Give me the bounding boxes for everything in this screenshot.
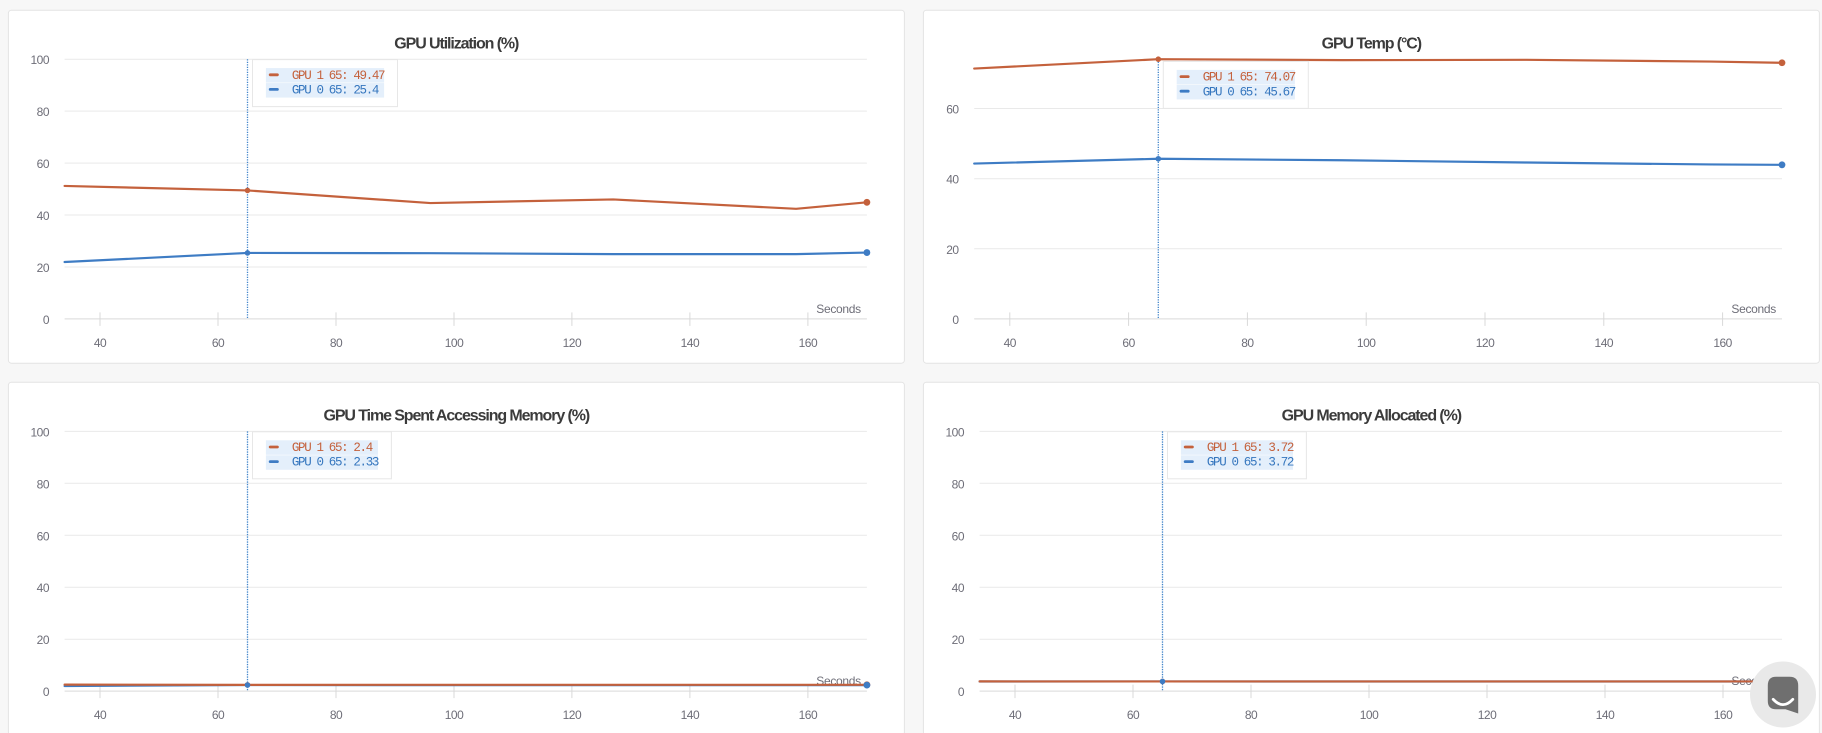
svg-text:Seconds: Seconds [816,302,861,316]
svg-text:100: 100 [1357,336,1376,350]
svg-text:80: 80 [37,105,50,119]
svg-text:GPU Temp (°C): GPU Temp (°C) [1322,35,1422,52]
svg-text:80: 80 [37,477,50,491]
svg-text:100: 100 [945,425,964,439]
svg-text:40: 40 [952,581,965,595]
svg-text:60: 60 [946,103,959,117]
svg-text:160: 160 [1714,708,1733,722]
svg-text:20: 20 [952,633,965,647]
svg-text:80: 80 [1245,708,1258,722]
svg-text:GPU 0 65: 2.33: GPU 0 65: 2.33 [292,456,379,470]
svg-text:60: 60 [37,529,50,543]
svg-text:40: 40 [1009,708,1022,722]
svg-text:100: 100 [445,336,464,350]
svg-text:80: 80 [330,336,343,350]
svg-text:80: 80 [952,477,965,491]
svg-text:GPU 1 65: 3.72: GPU 1 65: 3.72 [1207,441,1294,455]
svg-text:100: 100 [1360,708,1379,722]
svg-text:40: 40 [946,173,959,187]
svg-text:20: 20 [37,633,50,647]
svg-text:140: 140 [1595,336,1614,350]
svg-text:60: 60 [37,157,50,171]
svg-text:100: 100 [445,708,464,722]
svg-text:40: 40 [37,581,50,595]
svg-text:100: 100 [30,425,49,439]
svg-text:0: 0 [952,313,959,327]
svg-text:160: 160 [1713,336,1732,350]
svg-text:GPU 0 65: 3.72: GPU 0 65: 3.72 [1207,456,1294,470]
svg-text:160: 160 [799,336,818,350]
svg-text:140: 140 [681,708,700,722]
svg-text:GPU 1 65: 2.4: GPU 1 65: 2.4 [292,441,373,455]
svg-text:60: 60 [952,529,965,543]
svg-text:40: 40 [94,336,107,350]
svg-text:20: 20 [37,261,50,275]
svg-text:80: 80 [330,708,343,722]
svg-text:60: 60 [1127,708,1140,722]
svg-text:GPU 0 65: 45.67: GPU 0 65: 45.67 [1203,85,1296,99]
svg-text:40: 40 [1004,336,1017,350]
svg-text:GPU 1 65: 74.07: GPU 1 65: 74.07 [1203,71,1296,85]
svg-text:0: 0 [958,685,965,699]
svg-text:160: 160 [799,708,818,722]
svg-text:GPU 1 65: 49.47: GPU 1 65: 49.47 [292,69,385,83]
svg-text:140: 140 [1596,708,1615,722]
svg-text:60: 60 [1122,336,1135,350]
svg-text:60: 60 [212,336,225,350]
svg-text:40: 40 [37,209,50,223]
svg-text:GPU 0 65: 25.4: GPU 0 65: 25.4 [292,84,379,98]
svg-text:GPU Memory Allocated (%): GPU Memory Allocated (%) [1282,408,1462,425]
svg-text:GPU Utilization (%): GPU Utilization (%) [394,35,519,52]
svg-text:80: 80 [1241,336,1254,350]
svg-text:120: 120 [1478,708,1497,722]
svg-text:120: 120 [563,336,582,350]
svg-text:120: 120 [563,708,582,722]
svg-text:60: 60 [212,708,225,722]
svg-text:100: 100 [30,53,49,67]
svg-text:40: 40 [94,708,107,722]
svg-text:Seconds: Seconds [1731,302,1776,316]
svg-text:GPU Time Spent Accessing Memor: GPU Time Spent Accessing Memory (%) [324,408,590,425]
svg-text:140: 140 [681,336,700,350]
svg-text:0: 0 [43,685,50,699]
svg-text:120: 120 [1476,336,1495,350]
svg-text:20: 20 [946,243,959,257]
svg-text:0: 0 [43,313,50,327]
